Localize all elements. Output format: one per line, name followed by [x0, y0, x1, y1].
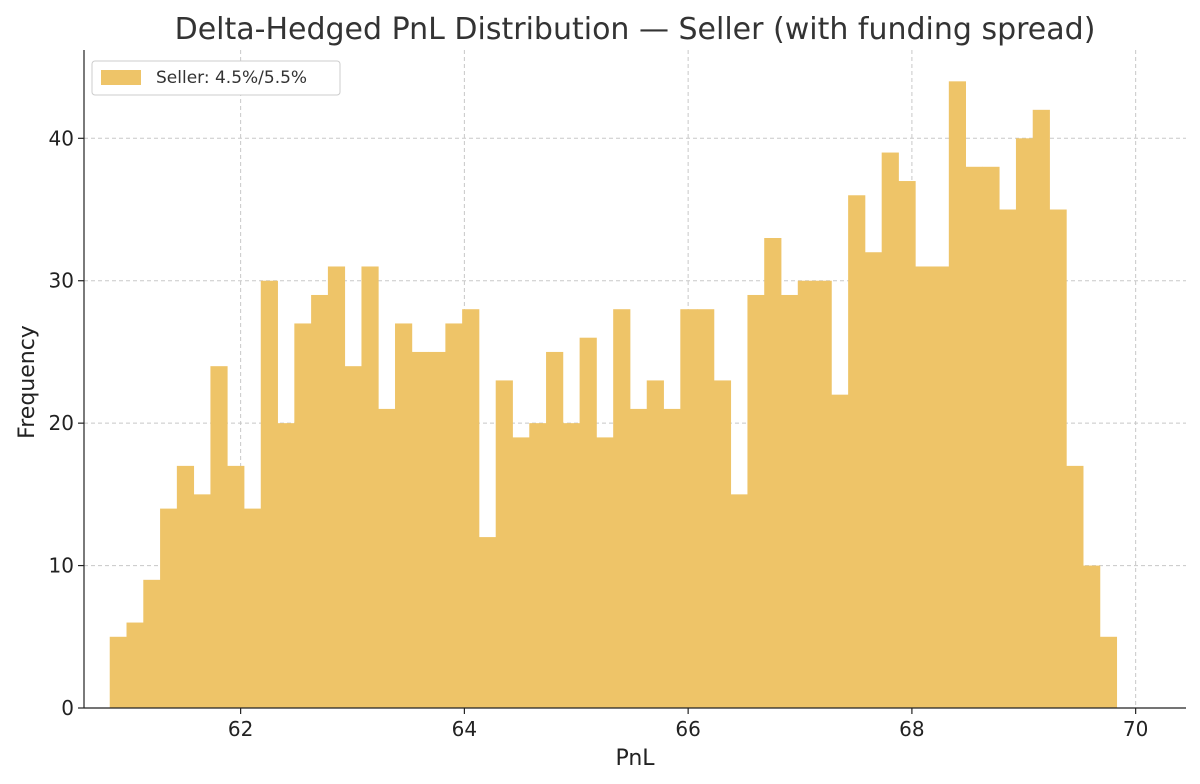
histogram-bar: [1099, 636, 1118, 708]
histogram-bar: [596, 437, 614, 708]
histogram-bar: [797, 280, 815, 708]
histogram-bar: [613, 309, 631, 708]
histogram-bar: [747, 294, 765, 708]
histogram-bar: [227, 465, 245, 708]
chart-title: Delta-Hedged PnL Distribution — Seller (…: [175, 12, 1096, 47]
histogram-bar: [210, 366, 228, 708]
histogram-bar: [697, 309, 715, 708]
x-tick-label: 64: [452, 717, 477, 741]
histogram-bar: [327, 266, 346, 708]
histogram-bar: [965, 166, 983, 709]
legend-entry: Seller: 4.5%/5.5%: [156, 68, 307, 88]
histogram-bar: [948, 81, 966, 709]
axes-layer: 62 64 66 68 70 0 10 20 30 40: [49, 50, 1186, 741]
histogram-bar: [713, 380, 732, 708]
legend: Seller: 4.5%/5.5%: [91, 60, 341, 96]
histogram-bar: [160, 508, 178, 708]
histogram-bar: [864, 252, 883, 708]
histogram-bar: [680, 309, 698, 708]
y-axis-label: Frequency: [15, 325, 40, 439]
histogram-bar: [277, 423, 295, 708]
histogram-bar: [495, 380, 513, 708]
histogram-bar: [294, 323, 312, 708]
histogram-bar: [646, 380, 664, 708]
histogram-bar: [260, 280, 278, 708]
histogram-bar: [193, 494, 211, 708]
histogram-bar: [1015, 138, 1034, 708]
y-tick-label: 0: [61, 696, 74, 720]
histogram-bar: [512, 437, 530, 708]
x-tick-label: 66: [675, 717, 700, 741]
y-tick-label: 30: [49, 269, 74, 293]
histogram-bar: [478, 537, 497, 708]
histogram-bar: [848, 195, 866, 709]
x-axis-label: PnL: [615, 746, 655, 771]
histogram-bar: [814, 280, 832, 708]
histogram-bar: [629, 408, 648, 708]
histogram-bar: [562, 423, 581, 708]
histogram-bar: [445, 323, 463, 708]
histogram-bar: [1049, 209, 1067, 709]
histogram-bar: [915, 266, 933, 708]
y-tick-label: 20: [49, 411, 74, 435]
histogram-bar: [982, 166, 1000, 709]
histogram-bar: [1066, 465, 1084, 708]
histogram-bar: [311, 294, 329, 708]
legend-box: [91, 60, 341, 96]
histogram-bar: [378, 408, 396, 708]
histogram-bar: [529, 423, 547, 708]
histogram-bar: [176, 465, 195, 708]
histogram-bar: [999, 209, 1017, 709]
x-tick-label: 68: [899, 717, 924, 741]
histogram-bar: [663, 408, 681, 708]
y-tick-label: 40: [49, 126, 74, 150]
histogram-bar: [411, 351, 429, 708]
histogram-bar: [143, 579, 161, 708]
histogram-bar: [1083, 565, 1101, 708]
histogram-bar: [344, 366, 362, 708]
histogram-bar: [781, 294, 799, 708]
histogram-bar: [462, 309, 480, 708]
y-tick-label: 10: [49, 554, 74, 578]
histogram-bar: [764, 238, 782, 708]
x-tick-label: 62: [228, 717, 253, 741]
legend-swatch: [101, 70, 141, 85]
histogram-bar: [881, 152, 899, 708]
histogram-bar: [361, 266, 379, 708]
histogram-bar: [243, 508, 262, 708]
histogram-bar: [546, 351, 564, 708]
histogram-bar: [898, 181, 916, 709]
x-tick-label: 70: [1123, 717, 1148, 741]
bars-layer: [109, 81, 1118, 709]
histogram-bar: [579, 337, 597, 708]
histogram-bar: [730, 494, 748, 708]
histogram-bar: [109, 636, 127, 708]
histogram-bar: [428, 351, 446, 708]
histogram-bar: [395, 323, 413, 708]
histogram-bar: [932, 266, 950, 708]
histogram-bar: [126, 622, 144, 708]
histogram-bar: [1032, 109, 1050, 709]
histogram-bar: [831, 394, 849, 708]
